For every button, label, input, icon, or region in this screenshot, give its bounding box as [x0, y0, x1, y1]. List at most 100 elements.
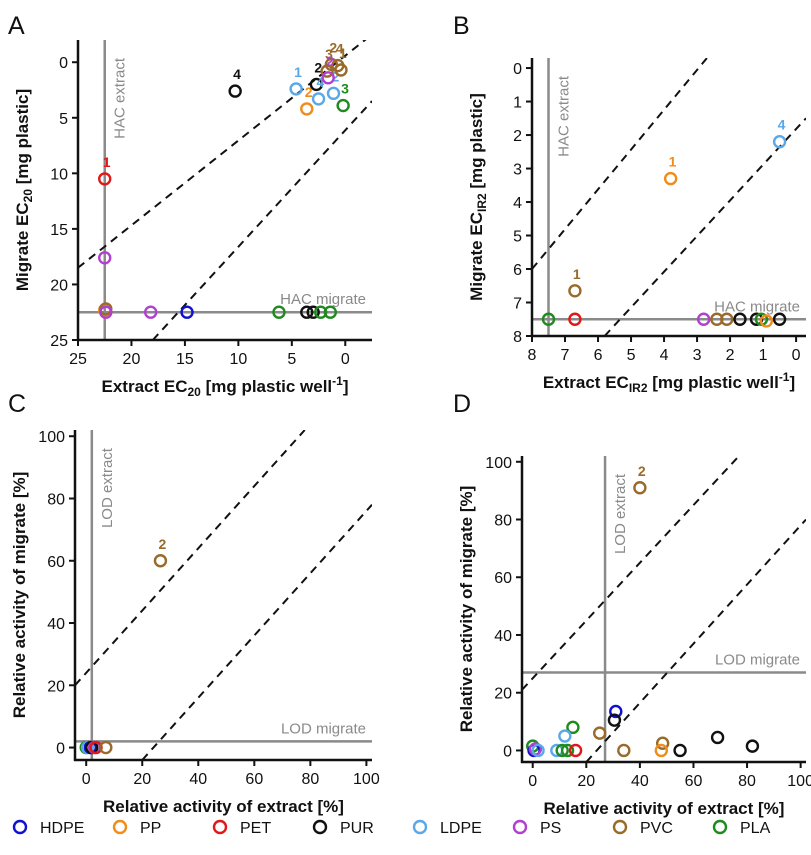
- y-tick-label: 20: [47, 678, 65, 695]
- x-axis-title: Relative activity of extract [%]: [544, 799, 785, 818]
- legend-label-pet: PET: [240, 820, 271, 837]
- legend-marker-ldpe: [412, 819, 428, 835]
- point-ldpe: [772, 135, 787, 149]
- legend-label-pvc: PVC: [640, 820, 673, 837]
- x-tick-label: 4: [660, 347, 669, 364]
- dashed-line: [585, 518, 806, 762]
- point-pla: [560, 743, 575, 758]
- point-pet: [98, 172, 112, 186]
- point-pur: [228, 84, 242, 98]
- dashed-line: [152, 100, 372, 340]
- point-label: 4: [778, 117, 786, 133]
- x-tick-label: 80: [738, 773, 756, 790]
- point-ldpe: [531, 743, 545, 758]
- point-pla: [555, 743, 569, 758]
- point-pur: [733, 312, 747, 326]
- x-tick-label: 20: [577, 773, 595, 790]
- legend-marker-hdpe: [12, 819, 28, 835]
- point-label: 1: [669, 154, 677, 170]
- panel-C: C LOD extract LOD migrate 0 20 40 60 80 100 0 20 40…: [8, 390, 380, 816]
- point-pp: [300, 102, 314, 116]
- y-tick-label: 0: [59, 55, 68, 72]
- point-label: 3: [325, 46, 333, 62]
- x-tick-label: 60: [245, 771, 263, 788]
- x-axis-title: Extract ECIR2 [mg plastic well-1]: [543, 370, 795, 395]
- point-pur: [306, 305, 320, 319]
- panel-letter: A: [8, 12, 25, 40]
- x-tick-label: 0: [528, 773, 537, 790]
- point-ldpe: [311, 92, 326, 106]
- point-label: 2: [329, 39, 337, 55]
- x-tick-label: 7: [561, 347, 570, 364]
- dashed-line: [532, 58, 708, 270]
- y-axis-title: Migrate EC20 [mg plastic]: [13, 89, 35, 291]
- y-tick-label: 80: [47, 491, 65, 508]
- x-tick-label: 100: [787, 773, 811, 790]
- y-tick-label: 0: [503, 743, 512, 760]
- legend: HDPE PP PET PUR LDPE PS PVC PLA: [12, 819, 771, 837]
- point-ps: [696, 312, 711, 326]
- y-tick-label: 100: [485, 455, 512, 472]
- point-label: 1: [573, 266, 581, 282]
- point-pet: [568, 743, 583, 758]
- point-label: 3: [341, 81, 349, 97]
- point-pvc: [324, 57, 339, 72]
- y-tick-label: 20: [50, 277, 68, 294]
- point-pvc: [617, 743, 631, 758]
- point-pla: [566, 720, 580, 735]
- guide-hline-label: LOD migrate: [715, 652, 800, 669]
- point-pla: [313, 305, 328, 319]
- y-tick-label: 40: [494, 628, 512, 645]
- y-axis-title: Relative activity of migrate [%]: [457, 486, 476, 733]
- y-tick-label: 25: [50, 333, 68, 350]
- point-pvc: [720, 312, 734, 326]
- y-tick-label: 6: [513, 262, 522, 279]
- legend-marker-pvc: [612, 819, 628, 835]
- point-pur: [745, 739, 760, 753]
- point-label: 4: [317, 74, 325, 90]
- panel-letter: C: [8, 390, 26, 418]
- x-tick-label: 1: [759, 347, 768, 364]
- point-pur: [710, 730, 725, 745]
- x-tick-label: 5: [287, 351, 296, 368]
- point-pur: [309, 77, 324, 92]
- dashed-line: [522, 456, 740, 691]
- point-label: 2: [305, 84, 313, 100]
- legend-label-ps: PS: [540, 820, 561, 837]
- panel-B: B HAC extract HAC migrate 8 7 6 5 4 3 2 1 0 0 1 2 3 4 5 6 7…: [453, 12, 806, 395]
- y-tick-label: 0: [56, 741, 65, 758]
- legend-marker-ps: [512, 819, 528, 835]
- panel-A: A HAC extract HAC migrate 25 20 15 10 5 0 0 5 10 15 2…: [8, 12, 372, 399]
- legend-marker-pet: [212, 819, 228, 835]
- point-pvc: [99, 740, 113, 755]
- x-axis-title: Relative activity of extract [%]: [103, 797, 344, 816]
- y-tick-label: 4: [513, 195, 522, 212]
- y-tick-label: 2: [513, 128, 522, 145]
- point-pp: [654, 743, 669, 758]
- point-pp: [663, 171, 678, 186]
- dashed-line: [141, 504, 372, 760]
- guide-vline-label: LOD extract: [99, 447, 116, 528]
- point-label: 1: [103, 154, 111, 170]
- y-tick-label: 100: [38, 429, 65, 446]
- x-tick-label: 10: [229, 351, 247, 368]
- point-hdpe: [609, 704, 623, 719]
- point-ps: [143, 305, 158, 319]
- guide-vline-label: LOD extract: [612, 473, 629, 554]
- guide-hline-label: HAC migrate: [280, 291, 366, 308]
- y-tick-label: 40: [47, 616, 65, 633]
- panel-letter: B: [453, 12, 470, 40]
- x-tick-label: 5: [627, 347, 636, 364]
- guide-hline-label: HAC migrate: [714, 298, 800, 315]
- dashed-line: [603, 117, 806, 336]
- x-tick-label: 0: [341, 351, 350, 368]
- legend-label-pla: PLA: [740, 820, 771, 837]
- y-axis-title: Migrate ECIR2 [mg plastic]: [467, 93, 489, 301]
- point-pvc: [592, 726, 607, 740]
- y-tick-label: 5: [513, 229, 522, 246]
- legend-marker-pla: [712, 819, 728, 835]
- point-pur: [772, 312, 787, 326]
- x-tick-label: 20: [133, 771, 151, 788]
- x-tick-label: 0: [792, 347, 801, 364]
